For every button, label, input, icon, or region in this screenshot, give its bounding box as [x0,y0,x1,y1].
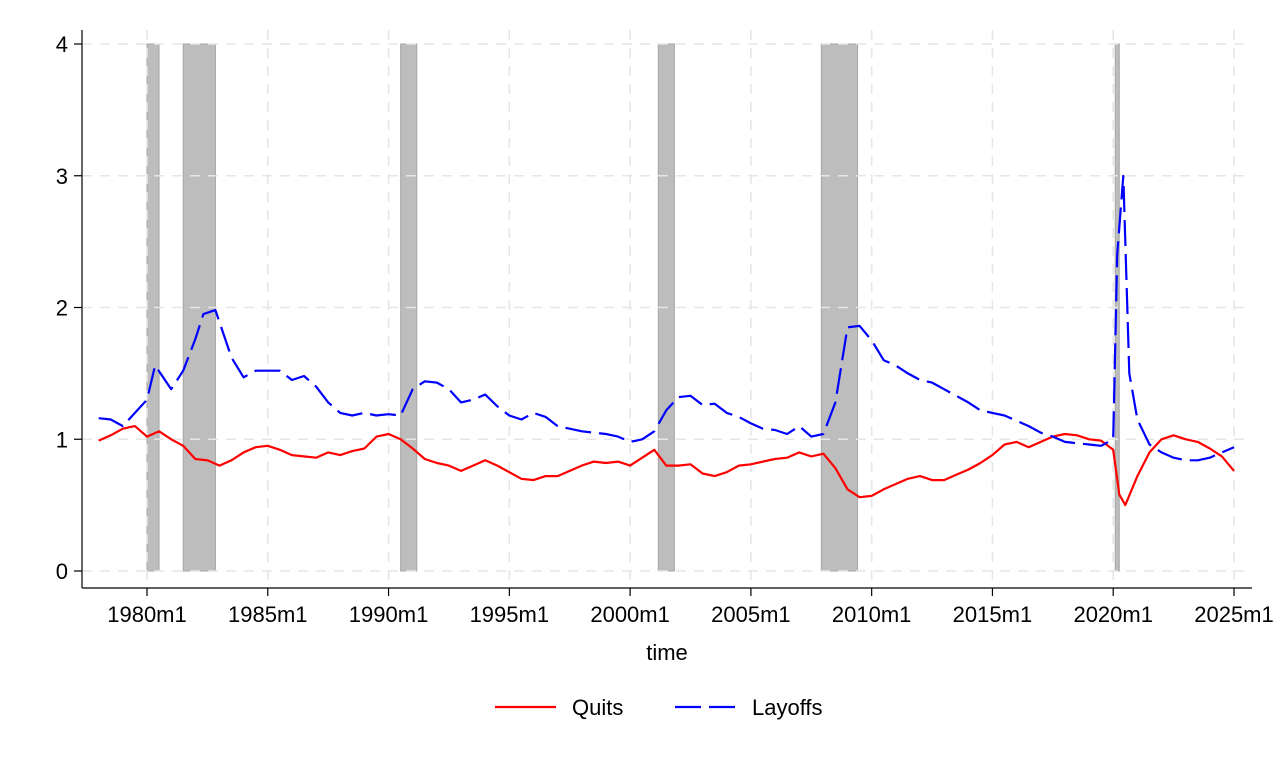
y-tick-label: 0 [56,559,68,584]
x-tick-label: 2005m1 [711,602,791,627]
y-tick-label: 1 [56,427,68,452]
y-tick-label: 3 [56,164,68,189]
series-line-layoffs [98,174,1235,462]
x-tick-label: 2025m1 [1194,602,1274,627]
x-tick-label: 1995m1 [470,602,550,627]
x-tick-label: 2015m1 [953,602,1033,627]
x-tick-label: 2020m1 [1073,602,1153,627]
x-tick-label: 1980m1 [107,602,187,627]
x-tick-label: 2000m1 [590,602,670,627]
x-tick-label: 2010m1 [832,602,912,627]
legend: Quits Layoffs [495,695,823,720]
legend-label-quits: Quits [572,695,623,720]
series-lines [98,174,1235,507]
y-tick-label: 2 [56,296,68,321]
y-tick-label: 4 [56,32,68,57]
x-axis-title: time [646,640,688,665]
series-line-quits [98,425,1235,507]
x-tick-label: 1985m1 [228,602,308,627]
x-ticks: 1980m1 1985m1 1990m1 1995m1 2000m1 2005m1 2010… [107,588,1274,627]
grid-lines [82,30,1252,588]
legend-label-layoffs: Layoffs [752,695,823,720]
y-ticks: 0 1 2 3 4 [56,32,82,584]
x-tick-label: 1990m1 [349,602,429,627]
axes [81,30,1252,589]
